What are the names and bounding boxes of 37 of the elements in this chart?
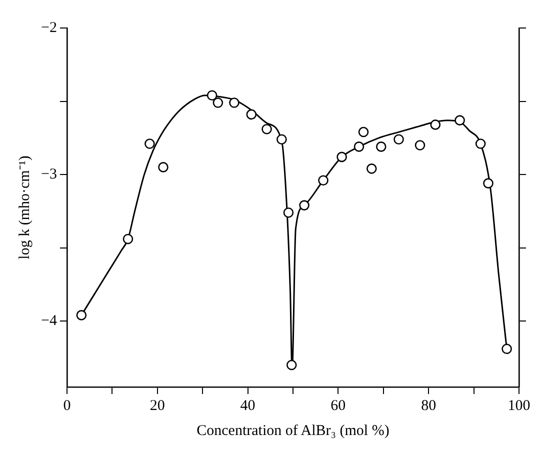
x-tick-label: 0 [63,398,71,414]
x-tick-label: 80 [421,398,436,414]
point [212,98,224,108]
y-tick-label: −2 [40,20,57,36]
x-tick-label: 40 [240,398,256,414]
x-tick-label: 100 [508,398,530,414]
point [430,120,441,130]
y-tick-label: −4 [40,313,58,329]
y-tick-label: −3 [40,166,57,182]
point [299,200,310,210]
point [354,142,364,152]
point [262,124,272,134]
x-tick-label: 60 [330,398,346,414]
point [366,164,377,174]
x-axis-title: Concentration of AlBr₃ (mol %) [196,422,390,439]
x-tick-label: 20 [150,398,165,414]
point [144,138,155,149]
point [158,162,168,172]
point [376,142,386,152]
point [286,360,297,370]
point [276,134,287,145]
point [336,152,347,162]
point [76,310,87,320]
point [229,98,240,108]
point [414,140,426,150]
point [502,344,512,354]
point [283,207,294,218]
point [454,115,465,126]
point [318,175,328,186]
point [206,90,218,101]
point [358,126,369,138]
point [394,134,404,145]
point [122,234,134,244]
point [246,109,257,120]
y-axis-title: log k (mho·cm⁻¹) [16,156,33,260]
point [483,178,494,188]
point [475,138,486,149]
